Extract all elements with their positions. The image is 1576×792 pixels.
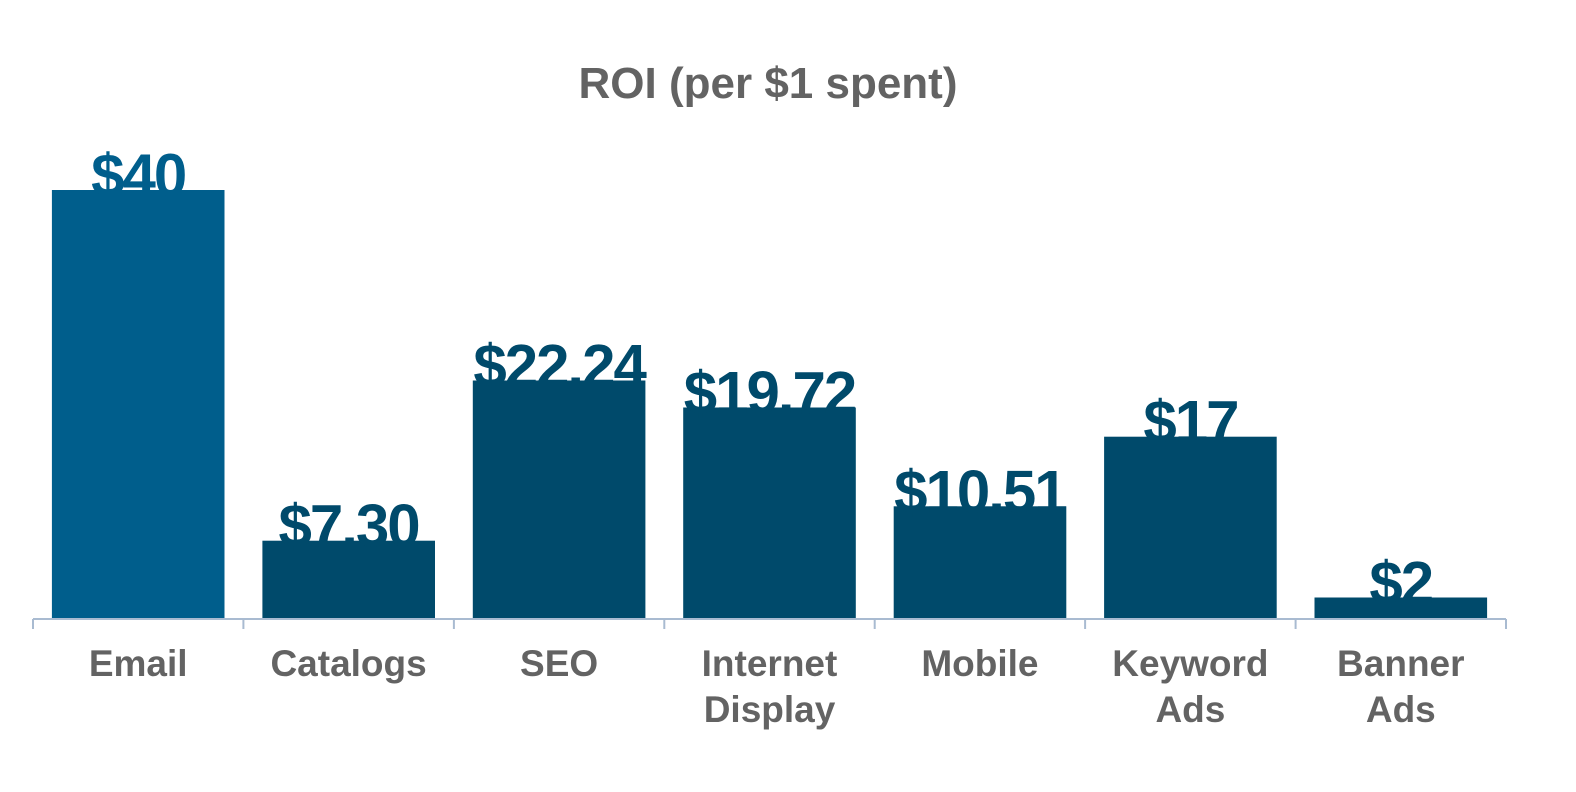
bar-keyword-ads [1104, 436, 1277, 619]
category-label-internet-display: Internet Display [702, 643, 838, 730]
data-label-mobile: $10.51 [894, 458, 1066, 525]
category-label-email: Email [89, 643, 188, 684]
category-label-catalogs: Catalogs [270, 643, 426, 684]
category-label-keyword-ads: Keyword Ads [1112, 643, 1268, 730]
category-label-seo: SEO [520, 643, 598, 684]
bars-group: $40 $7.30 $22.24 $19.72 $10.51 $17 $2 [51, 142, 1488, 619]
data-label-keyword-ads: $17 [1143, 389, 1237, 456]
category-labels: Email Catalogs SEO Internet Display Mobile Key… [89, 643, 1465, 730]
data-label-catalogs: $7.30 [279, 493, 419, 560]
data-label-banner-ads: $2 [1369, 550, 1432, 617]
chart-title: ROI (per $1 spent) [579, 59, 958, 108]
bar-email [51, 190, 225, 619]
bar-catalogs [262, 540, 435, 619]
data-label-internet-display: $19.72 [684, 360, 856, 427]
data-label-seo: $22.24 [473, 333, 647, 400]
category-label-banner-ads: Banner Ads [1337, 643, 1464, 730]
bar-seo [472, 380, 646, 619]
category-label-mobile: Mobile [921, 643, 1038, 684]
bar-mobile [893, 506, 1067, 619]
bar-banner-ads [1314, 597, 1488, 619]
bar-internet-display [683, 407, 856, 619]
x-axis [32, 618, 1507, 629]
data-label-email: $40 [91, 142, 185, 209]
